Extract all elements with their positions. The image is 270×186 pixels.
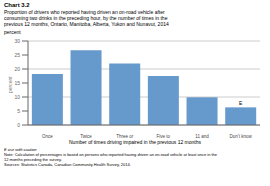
svg-text:Twice: Twice [80, 134, 92, 139]
html-text:Chart 3.2: Chart 3.2 [4, 2, 30, 8]
svg-text:15: 15 [14, 80, 20, 86]
html-text:Number of times driving impair: Number of times driving impaired in the … [69, 139, 201, 145]
svg-text:Three orfour times: Three orfour times [115, 134, 136, 139]
html-text:12 months preceding the survey: 12 months preceding the survey. [4, 157, 62, 162]
svg-text:5: 5 [17, 108, 20, 114]
svg-text:10: 10 [14, 94, 20, 100]
svg-text:E: E [239, 100, 243, 106]
html-text:previous 12 months, Ontario, M: previous 12 months, Ontario, Manitoba, A… [4, 21, 169, 27]
html-text:Proportion of drivers who repo: Proportion of drivers who reported havin… [4, 9, 165, 15]
svg-text:0: 0 [17, 122, 20, 128]
html-text:percent: percent [4, 29, 21, 35]
html-text:consuming two drinks in the pr: consuming two drinks in the preceding ho… [4, 15, 168, 21]
svg-text:percent: percent [8, 76, 13, 93]
html-text:E use with caution: E use with caution [4, 147, 37, 152]
svg-text:Once: Once [42, 134, 53, 139]
html-text:Sources: Statistics Canada, Ca: Sources: Statistics Canada, Canadian Com… [4, 162, 131, 167]
svg-text:11 andmore times: 11 andmore times [191, 134, 214, 139]
svg-text:25: 25 [14, 52, 20, 58]
svg-text:Five toten times: Five toten times [154, 134, 173, 139]
svg-text:20: 20 [14, 66, 20, 72]
html-text:Note: Calculation of percentag: Note: Calculation of percentages is base… [4, 152, 217, 157]
svg-text:30: 30 [14, 38, 20, 44]
svg-text:Don't knowor refused: Don't knowor refused [230, 134, 253, 139]
